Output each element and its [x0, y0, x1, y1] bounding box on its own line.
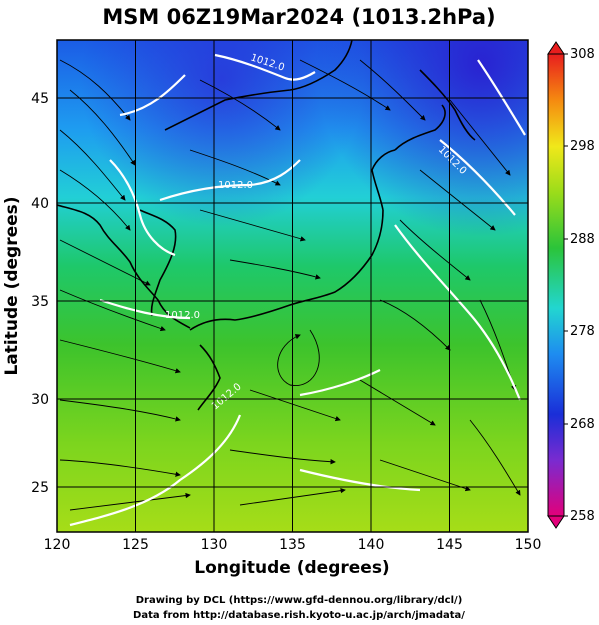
- streamline: [59, 129, 126, 201]
- streamline: [249, 389, 341, 422]
- isobar: [214, 53, 316, 81]
- streamline: [229, 449, 336, 465]
- streamline: [299, 59, 391, 111]
- colorbar-tick-label: 278: [570, 324, 595, 339]
- colorbar-ticks: [564, 53, 568, 517]
- y-axis: 25 30 35 40 45 Latitude (degrees): [2, 91, 49, 496]
- kyushu-coast: [197, 344, 221, 411]
- x-tick-label: 135: [279, 537, 306, 553]
- isobar-label: 1012.0: [165, 310, 200, 321]
- streamline: [59, 239, 151, 286]
- colorbar-tick-label: 268: [570, 417, 595, 432]
- hokkaido-coast: [394, 104, 446, 151]
- colorbar-upper-triangle: [547, 41, 565, 55]
- x-tick-label: 125: [122, 537, 149, 553]
- isobar: [159, 159, 301, 202]
- streamline: [199, 209, 306, 242]
- credit-drawing: Drawing by DCL (https://www.gfd-dennou.o…: [136, 595, 463, 606]
- streamline: [419, 169, 496, 231]
- tohoku-coast: [371, 149, 396, 211]
- y-tick-label: 30: [31, 392, 49, 408]
- colorbar-tick-label: 298: [570, 139, 595, 154]
- colorbar-lower-triangle: [547, 515, 565, 529]
- x-tick-label: 140: [358, 537, 385, 553]
- russia-coast: [164, 40, 353, 131]
- x-tick-label: 120: [44, 537, 71, 553]
- korea-coast: [57, 204, 191, 329]
- x-tick-label: 145: [436, 537, 463, 553]
- plot-area: 1012.0 1012.0 1012.0 1012.0 1012.0: [56, 39, 529, 533]
- y-tick-label: 45: [31, 91, 49, 107]
- isobar: [109, 159, 176, 257]
- streamline: [229, 259, 321, 280]
- isobar: [69, 414, 242, 527]
- plot-frame: [56, 39, 529, 533]
- colorbar-bar: [547, 53, 565, 517]
- isobar-label: 1012.0: [218, 180, 253, 191]
- isobar: [299, 369, 381, 397]
- colorbar-tick-label: 308: [570, 47, 595, 62]
- x-axis-label: Longitude (degrees): [194, 558, 389, 578]
- streamline: [59, 289, 166, 332]
- honshu-south-coast: [189, 209, 384, 331]
- colorbar-tick-label: 258: [570, 509, 595, 524]
- x-tick-label: 150: [515, 537, 542, 553]
- x-axis: 120 125 130 135 140 145 150 Longitude (d…: [44, 537, 542, 578]
- y-axis-label: Latitude (degrees): [2, 196, 22, 375]
- streamline: [199, 79, 281, 131]
- isobar: [394, 224, 522, 401]
- streamline: [59, 169, 131, 231]
- x-tick-label: 130: [201, 537, 228, 553]
- y-tick-label: 25: [31, 480, 49, 496]
- isobar: [439, 139, 516, 216]
- isobar: [299, 468, 421, 492]
- grid-lines: [57, 40, 528, 532]
- y-tick-label: 35: [31, 294, 49, 310]
- isobars: [69, 53, 526, 527]
- y-tick-label: 40: [31, 196, 49, 212]
- sakhalin-kuril-coast: [419, 69, 476, 141]
- streamline: [59, 59, 131, 121]
- colorbar: 258 268 278 288 298 308: [547, 41, 595, 529]
- streamline: [359, 379, 436, 426]
- streamline: [359, 59, 426, 121]
- isobar: [99, 298, 191, 320]
- streamline: [59, 399, 181, 422]
- streamline: [69, 492, 191, 511]
- streamline: [399, 219, 471, 281]
- colorbar-tick-label: 288: [570, 232, 595, 247]
- streamline: [59, 459, 181, 477]
- coastlines: [57, 40, 476, 411]
- isobar: [119, 74, 186, 117]
- streamline: [449, 99, 511, 176]
- credit-data-source: Data from http://database.rish.kyoto-u.a…: [133, 610, 465, 621]
- streamline: [59, 339, 181, 374]
- streamline: [379, 299, 451, 351]
- streamline: [69, 89, 136, 166]
- streamline-vortex: [277, 329, 320, 386]
- map-title: MSM 06Z19Mar2024 (1013.2hPa): [102, 5, 495, 29]
